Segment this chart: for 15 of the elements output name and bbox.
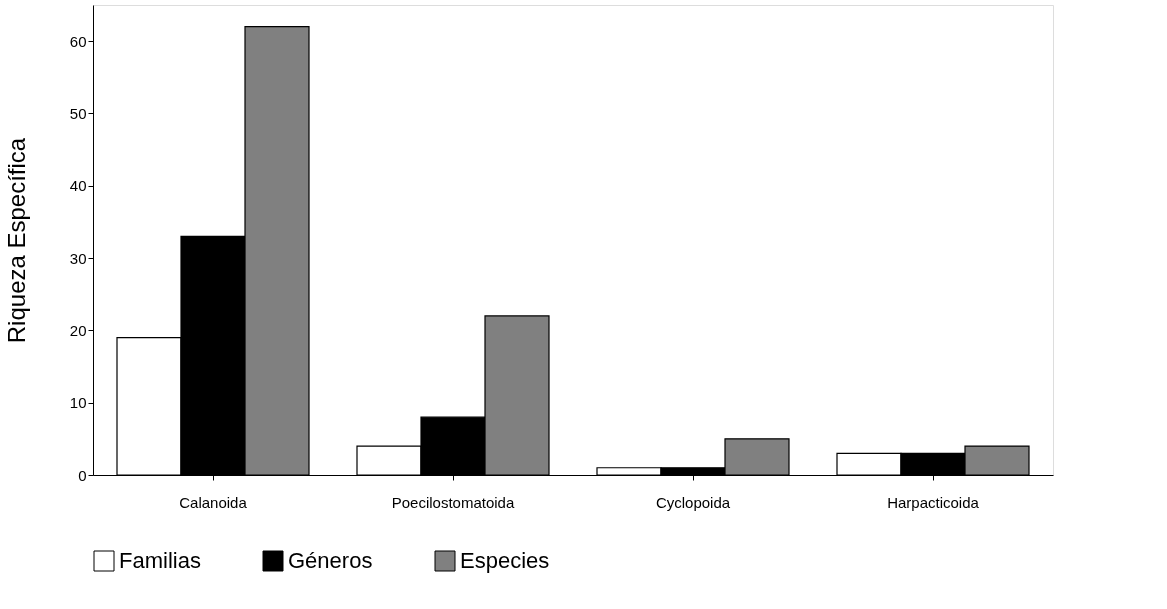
y-axis-title: Riqueza Específica — [2, 137, 30, 344]
x-tick-label: Poecilostomatoida — [391, 493, 515, 511]
y-tick-label: 50 — [69, 104, 87, 122]
y-tick-label: 60 — [69, 32, 87, 50]
legend-label: Especies — [460, 548, 550, 573]
legend-label: Familias — [119, 548, 201, 573]
x-tick-label: Cyclopoida — [655, 493, 731, 511]
y-tick-label: 40 — [69, 177, 87, 195]
y-tick-label: 0 — [78, 466, 87, 484]
x-tick-label: Harpacticoida — [887, 493, 980, 511]
legend-label: Géneros — [288, 548, 373, 573]
y-tick-label: 20 — [69, 321, 87, 339]
y-tick-label: 30 — [69, 249, 87, 267]
y-tick-label: 10 — [69, 394, 87, 412]
x-tick-label: Calanoida — [179, 493, 248, 511]
